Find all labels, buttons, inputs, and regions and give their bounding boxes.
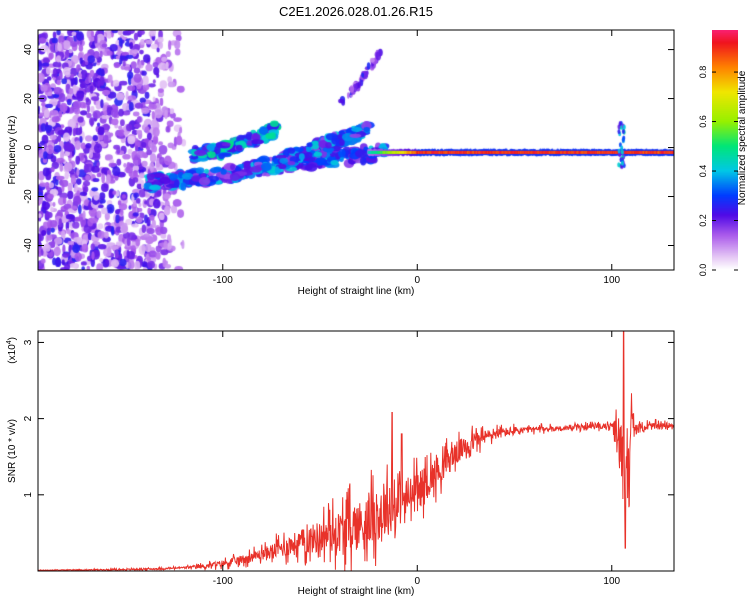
figure-title: C2E1.2026.028.01.26.R15 [279,4,433,19]
colorbar-label: Normalized spectral amplitude [737,70,748,205]
snr-y-tick-label: 1 [23,492,34,498]
colorbar-tick-label: 0.4 [698,165,708,178]
snr-x-tick-label: 0 [414,576,420,587]
colorbar-gradient [712,30,738,270]
spectrogram-axes: -100 0 100 -40 -20 0 20 40 [23,30,674,286]
snr-multiplier-base: (x10 [7,344,18,364]
spectrogram-chart: -100 0 100 -40 -20 0 20 40 Height of straight l… [7,29,675,297]
snr-x-label: Height of straight line (km) [298,586,415,597]
snr-x-tick-label: -100 [213,576,233,587]
spectrogram-y-label: Frequency (Hz) [7,116,18,185]
spectrogram-y-tick-label: 0 [23,144,34,150]
snr-y-multiplier: (x104) [6,337,18,364]
snr-multiplier-exponent: 4 [6,340,13,344]
colorbar-tick-label: 0.6 [698,115,708,128]
spectrogram-y-tick-label: 40 [23,44,34,56]
svg-text:(x104): (x104) [6,337,18,364]
spectrogram-x-tick-label: -100 [213,275,233,286]
spectrogram-x-tick-label: 100 [603,275,620,286]
colorbar-tick-label: 0.2 [698,214,708,227]
spectrogram-y-tick-label: 20 [23,93,34,105]
snr-y-label: SNR (10 * v/v) [7,419,18,483]
snr-axes: -100 0 100 1 2 3 [23,331,674,587]
colorbar-ticks: 0.0 0.2 0.4 0.6 0.8 [698,66,738,276]
snr-chart: -100 0 100 1 2 3 Height of straight line (km)… [6,330,675,597]
colorbar-tick-label: 0.0 [698,264,708,277]
snr-frame [37,330,675,572]
spectrogram-frame [37,29,675,271]
colorbar: 0.0 0.2 0.4 0.6 0.8 Normalized spectral ampl… [698,30,748,276]
snr-x-tick-label: 100 [603,576,620,587]
spectrogram-y-tick-label: -20 [23,189,34,204]
snr-y-tick-label: 2 [23,415,34,421]
snr-series-line [38,331,674,571]
colorbar-tick-label: 0.8 [698,66,708,79]
snr-multiplier-close: ) [7,337,18,340]
spectrogram-x-label: Height of straight line (km) [298,286,415,297]
spectrogram-heatmap [38,30,674,270]
spectrogram-x-tick-label: 0 [414,275,420,286]
spectrogram-y-tick-label: -40 [23,238,34,253]
snr-y-tick-label: 3 [23,339,34,345]
